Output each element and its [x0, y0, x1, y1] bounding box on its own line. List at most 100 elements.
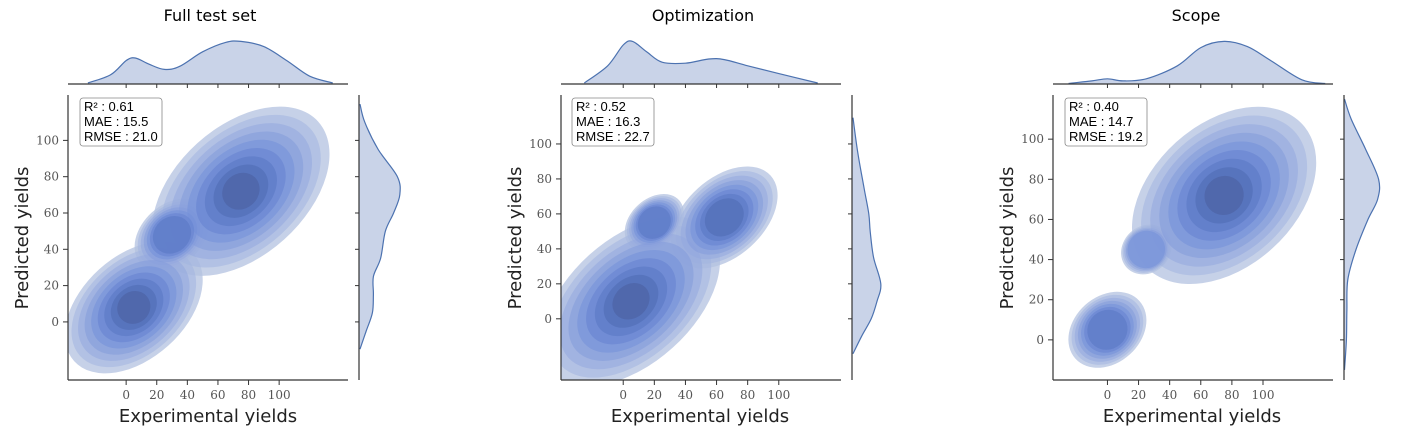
- x-tick-label: 0: [1104, 388, 1112, 402]
- stat-rmse: RMSE : 21.0: [84, 129, 158, 144]
- stat-rmse: RMSE : 22.7: [576, 129, 650, 144]
- x-ticks: 0 20 40 60 80 100: [619, 380, 790, 402]
- marginal-ticks: [125, 84, 359, 323]
- y-tick-label: 40: [1029, 253, 1044, 267]
- x-ticks: 0 20 40 60 80 100: [1104, 380, 1275, 402]
- contour-level-6-peak-2: [152, 215, 192, 254]
- y-axis-label: Predicted yields: [997, 167, 1018, 310]
- y-tick-label: 80: [1029, 172, 1044, 186]
- x-tick-label: 20: [647, 388, 662, 402]
- stat-mae: MAE : 15.5: [84, 114, 148, 129]
- axes-frame: [1052, 83, 1345, 381]
- x-marginal-line: [87, 40, 333, 84]
- x-tick-label: 0: [619, 388, 627, 402]
- stats-box: R² : 0.61 MAE : 15.5 RMSE : 21.0: [79, 97, 163, 147]
- y-tick-label: 100: [1021, 132, 1044, 146]
- y-tick-label: 0: [544, 312, 552, 326]
- y-marginal-line: [359, 103, 401, 350]
- y-marginal-area: [359, 104, 401, 350]
- x-tick-label: 100: [767, 388, 790, 402]
- x-ticks: 0 20 40 60 80 100: [122, 380, 291, 402]
- y-marginal-density: [1343, 98, 1381, 371]
- y-tick-label: 60: [537, 207, 552, 221]
- stats-box: R² : 0.40 MAE : 14.7 RMSE : 19.2: [1064, 97, 1148, 147]
- marginal-ticks: [1106, 84, 1344, 341]
- y-tick-label: 100: [36, 133, 59, 147]
- contour-level-6-peak-1: [1087, 309, 1128, 350]
- contour-level-8-peak-0: [612, 283, 650, 320]
- contour-level-7-peak-1: [704, 198, 744, 237]
- y-axis-label: Predicted yields: [505, 167, 526, 310]
- panel-title: Scope: [1172, 6, 1221, 25]
- stat-r2: R² : 0.52: [576, 99, 626, 114]
- y-tick-label: 80: [537, 172, 552, 186]
- x-tick-label: 100: [1252, 388, 1275, 402]
- y-tick-label: 40: [537, 242, 552, 256]
- stats-box: R² : 0.52 MAE : 16.3 RMSE : 22.7: [571, 97, 655, 147]
- y-ticks: 0 20 40 60 80 100: [36, 133, 68, 329]
- y-tick-label: 100: [529, 137, 552, 151]
- x-marginal-density: [1068, 40, 1326, 85]
- y-marginal-density: [359, 103, 401, 350]
- stat-mae: MAE : 16.3: [576, 114, 640, 129]
- y-tick-label: 20: [537, 277, 552, 291]
- kde-contours: [1068, 106, 1317, 368]
- x-tick-label: 20: [149, 388, 164, 402]
- stat-r2: R² : 0.61: [84, 99, 134, 114]
- x-tick-label: 80: [241, 388, 256, 402]
- x-marginal-density: [583, 40, 818, 84]
- x-tick-label: 40: [180, 388, 195, 402]
- y-axis-label: Predicted yields: [12, 167, 33, 310]
- panel-optimization: Optimization 0 20 40 60 80 100 0 20 40 60 80 100 E…: [505, 6, 882, 427]
- y-tick-label: 20: [1029, 293, 1044, 307]
- y-marginal-area: [852, 117, 881, 354]
- panel-title: Full test set: [164, 6, 257, 25]
- contour-level-8-peak-0: [222, 172, 260, 210]
- contour-level-8-peak-1: [117, 290, 151, 324]
- axes-frame: [560, 83, 853, 381]
- x-tick-label: 60: [709, 388, 724, 402]
- y-tick-label: 20: [44, 279, 59, 293]
- y-tick-label: 60: [44, 206, 59, 220]
- stat-mae: MAE : 14.7: [1069, 114, 1133, 129]
- y-marginal-line: [1343, 98, 1381, 371]
- x-tick-label: 80: [740, 388, 755, 402]
- x-tick-label: 100: [268, 388, 291, 402]
- kde-contours: [68, 106, 330, 374]
- x-marginal-line: [583, 40, 818, 84]
- x-tick-label: 40: [678, 388, 693, 402]
- y-tick-label: 0: [1036, 333, 1044, 347]
- y-marginal-area: [1344, 99, 1380, 370]
- contour-level-4-peak-2: [1127, 230, 1166, 269]
- y-ticks: 0 20 40 60 80 100: [1021, 132, 1053, 347]
- x-tick-label: 60: [210, 388, 225, 402]
- x-tick-label: 20: [1131, 388, 1146, 402]
- x-marginal-area: [584, 40, 818, 84]
- y-tick-label: 60: [1029, 212, 1044, 226]
- axes-frame: [67, 83, 360, 381]
- y-tick-label: 80: [44, 170, 59, 184]
- y-ticks: 0 20 40 60 80 100: [529, 137, 561, 326]
- x-axis-label: Experimental yields: [611, 406, 789, 427]
- contour-level-6-peak-2: [637, 206, 671, 239]
- y-marginal-density: [852, 117, 882, 355]
- x-marginal-area: [1068, 41, 1326, 84]
- marginal-ticks: [622, 84, 852, 320]
- x-marginal-area: [87, 40, 333, 84]
- y-tick-label: 40: [44, 242, 59, 256]
- kde-contours: [561, 166, 778, 380]
- x-axis-label: Experimental yields: [119, 406, 297, 427]
- x-marginal-density: [87, 40, 333, 84]
- stat-r2: R² : 0.40: [1069, 99, 1119, 114]
- x-marginal-line: [1068, 40, 1326, 85]
- y-marginal-line: [852, 117, 882, 355]
- x-tick-label: 60: [1193, 388, 1208, 402]
- contour-level-8-peak-0: [1204, 175, 1244, 215]
- x-axis-label: Experimental yields: [1103, 406, 1281, 427]
- x-tick-label: 40: [1162, 388, 1177, 402]
- x-tick-label: 0: [122, 388, 130, 402]
- panel-full-test-set: Full test set 0 20 40 60 80 100 020406080100 …: [12, 6, 401, 427]
- y-tick-label: 0: [51, 315, 59, 329]
- panel-title: Optimization: [652, 6, 754, 25]
